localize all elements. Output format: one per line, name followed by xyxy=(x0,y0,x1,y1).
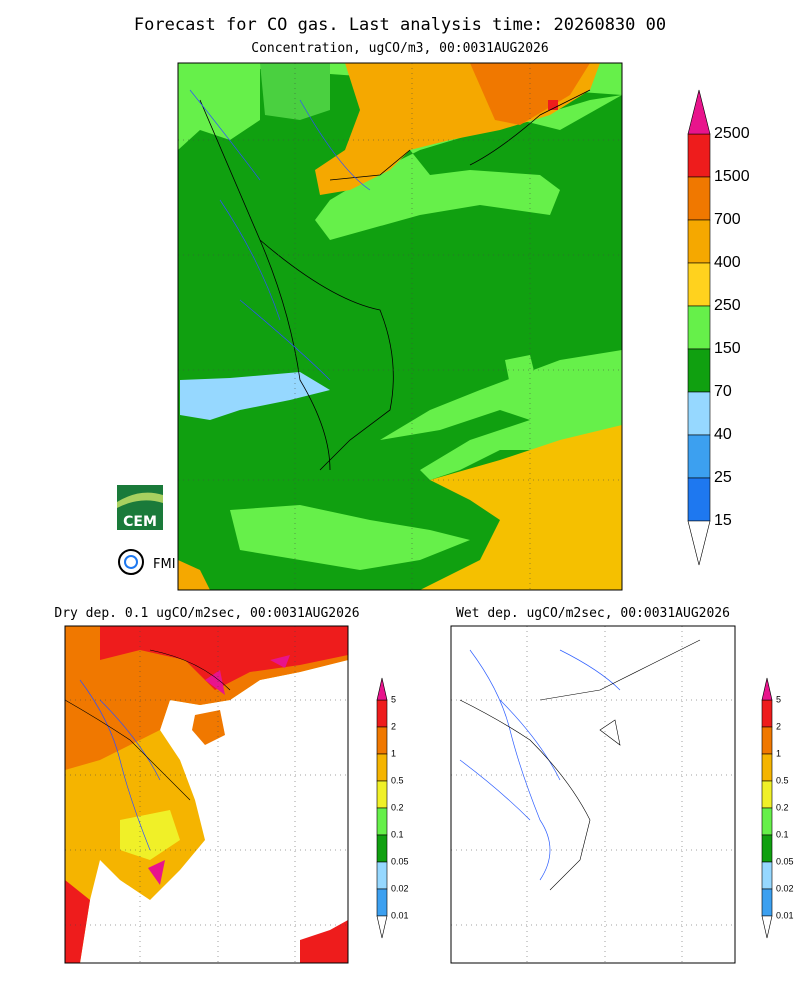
colorbar-label: 25 xyxy=(714,469,732,486)
colorbar-box xyxy=(376,699,388,728)
fmi-text: FMI xyxy=(153,557,176,572)
colorbar-box xyxy=(687,391,711,436)
colorbar-box xyxy=(376,834,388,863)
colorbar-box xyxy=(761,888,773,917)
dry-subtitle: Dry dep. 0.1 ugCO/m2sec, 00:0031AUG2026 xyxy=(54,606,359,621)
colorbar-label: 1 xyxy=(391,748,396,758)
wet-subtitle: Wet dep. ugCO/m2sec, 00:0031AUG2026 xyxy=(456,606,730,621)
colorbar-box xyxy=(687,176,711,221)
colorbar-label: 0.02 xyxy=(391,883,409,893)
colorbar-label: 0.05 xyxy=(776,856,794,866)
colorbar-box xyxy=(761,861,773,890)
colorbar-box xyxy=(761,699,773,728)
colorbar-box xyxy=(687,348,711,393)
colorbar-label: 5 xyxy=(776,694,781,704)
colorbar-box xyxy=(687,262,711,307)
colorbar-under xyxy=(761,915,773,939)
colorbar-label: 1 xyxy=(776,748,781,758)
main-map xyxy=(177,62,623,591)
colorbar-label: 0.01 xyxy=(776,910,794,920)
wet-map xyxy=(450,625,736,964)
colorbar-label: 5 xyxy=(391,694,396,704)
colorbar-label: 0.01 xyxy=(391,910,409,920)
colorbar-label: 70 xyxy=(714,383,732,400)
colorbar-under xyxy=(376,915,388,939)
dry-map xyxy=(64,625,349,964)
colorbar-box xyxy=(376,753,388,782)
colorbar-label: 2500 xyxy=(714,125,750,142)
colorbar-label: 0.1 xyxy=(391,829,404,839)
colorbar-under xyxy=(687,520,711,566)
colorbar-box xyxy=(761,834,773,863)
colorbar-label: 0.02 xyxy=(776,883,794,893)
main-subtitle: Concentration, ugCO/m3, 00:0031AUG2026 xyxy=(251,41,548,56)
colorbar-label: 0.5 xyxy=(391,775,404,785)
colorbar-box xyxy=(687,219,711,264)
colorbar-box xyxy=(376,780,388,809)
colorbar-label: 150 xyxy=(714,340,741,357)
colorbar-label: 700 xyxy=(714,211,741,228)
colorbar-box xyxy=(376,807,388,836)
colorbar-label: 0.1 xyxy=(776,829,789,839)
colorbar-box xyxy=(687,305,711,350)
colorbar-box xyxy=(376,726,388,755)
cem-text: CEM xyxy=(123,514,157,530)
colorbar-label: 0.05 xyxy=(391,856,409,866)
colorbar-label: 2 xyxy=(391,721,396,731)
colorbar-box xyxy=(687,133,711,178)
colorbar-label: 40 xyxy=(714,426,732,443)
colorbar-box xyxy=(761,753,773,782)
colorbar-label: 2 xyxy=(776,721,781,731)
colorbar-label: 1500 xyxy=(714,168,750,185)
colorbar-box xyxy=(687,477,711,522)
colorbar-over xyxy=(687,89,711,135)
colorbar-over xyxy=(761,677,773,701)
cem-logo: CEM xyxy=(117,485,163,530)
colorbar-box xyxy=(761,726,773,755)
colorbar-label: 0.5 xyxy=(776,775,789,785)
colorbar-label: 400 xyxy=(714,254,741,271)
colorbar-box xyxy=(761,807,773,836)
fmi-logo: FMI xyxy=(118,549,176,575)
colorbar-box xyxy=(376,888,388,917)
colorbar-box xyxy=(687,434,711,479)
colorbar-box xyxy=(376,861,388,890)
colorbar-label: 0.2 xyxy=(391,802,404,812)
colorbar-label: 250 xyxy=(714,297,741,314)
colorbar-label: 0.2 xyxy=(776,802,789,812)
title: Forecast for CO gas. Last analysis time:… xyxy=(134,15,666,35)
colorbar-box xyxy=(761,780,773,809)
colorbar-label: 15 xyxy=(714,512,732,529)
colorbar-over xyxy=(376,677,388,701)
